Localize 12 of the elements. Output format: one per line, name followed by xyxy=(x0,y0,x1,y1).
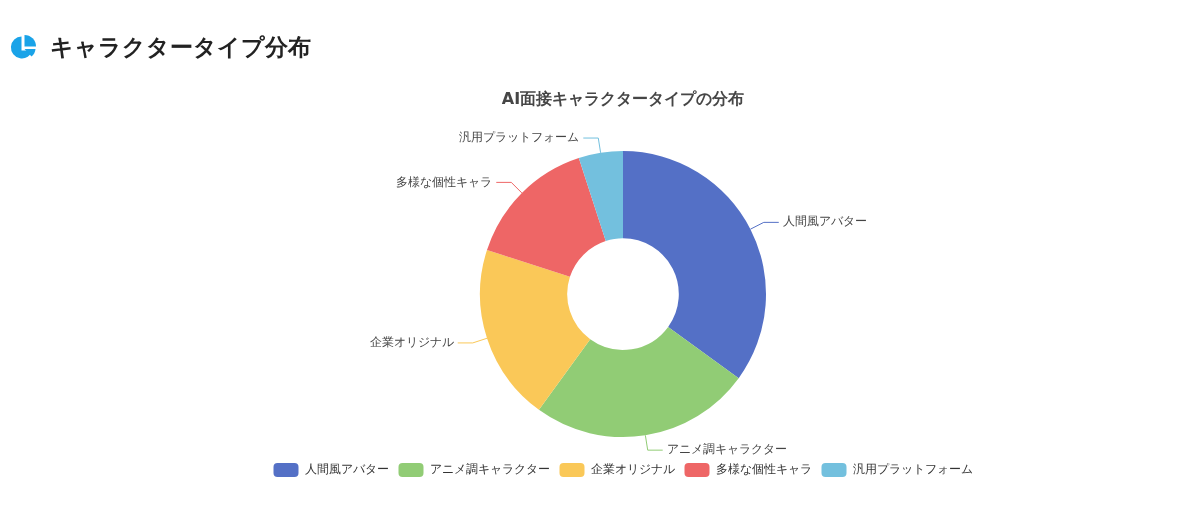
slice-label: アニメ調キャラクター xyxy=(666,442,787,457)
legend-label: アニメ調キャラクター xyxy=(429,462,550,477)
slice-label: 汎用プラットフォーム xyxy=(459,130,580,145)
slice-label: 企業オリジナル xyxy=(369,335,454,350)
slice-label: 人間風アバター xyxy=(782,214,867,229)
legend-label: 人間風アバター xyxy=(304,462,389,477)
legend-label: 多様な個性キャラ xyxy=(715,462,812,477)
chart-subtitle: AI面接キャラクタータイプの分布 xyxy=(501,88,745,108)
chart-title: キャラクタータイプ分布 xyxy=(50,32,311,62)
slice-label: 多様な個性キャラ xyxy=(396,174,493,189)
legend-label: 企業オリジナル xyxy=(590,462,675,477)
legend-label: 汎用プラットフォーム xyxy=(852,462,973,477)
